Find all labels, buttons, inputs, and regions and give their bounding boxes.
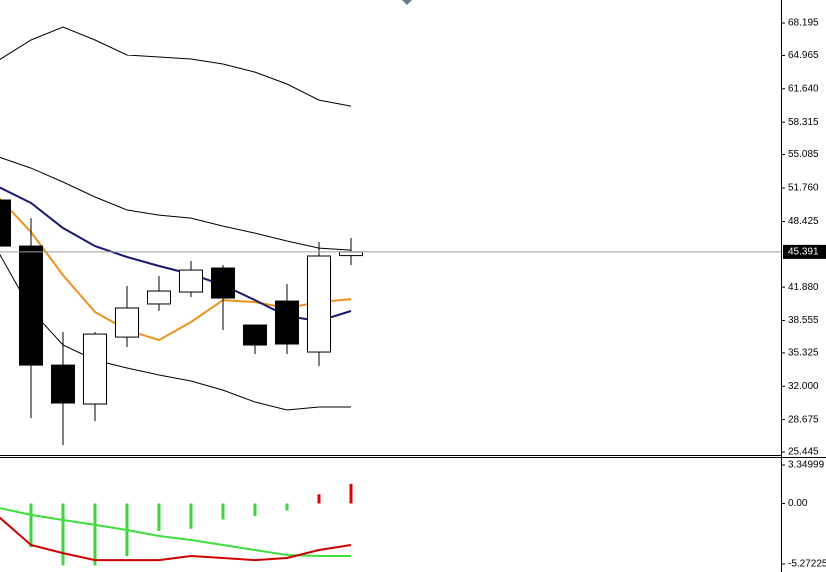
candle-body	[179, 269, 203, 293]
price-label-box	[783, 244, 826, 259]
candle-body	[0, 199, 11, 247]
y-tick-label: 48.425	[788, 216, 819, 227]
candle-body	[115, 307, 139, 338]
candle-body	[275, 300, 299, 345]
candle-body	[83, 333, 107, 405]
y-tick-label: 61.640	[788, 83, 819, 94]
histogram-bar	[285, 503, 289, 511]
y-tick-label: 58.315	[788, 117, 819, 128]
histogram-bar	[61, 503, 65, 566]
histogram-bar	[221, 503, 225, 520]
y-tick-label: 41.880	[788, 282, 819, 293]
indicator-line	[0, 156, 352, 251]
indicator-line	[0, 253, 351, 411]
candle-body	[307, 255, 331, 353]
shift-marker	[402, 0, 412, 5]
indicator-line	[0, 507, 351, 557]
y-tick-label: 55.085	[788, 149, 819, 160]
y-tick-label: 68.195	[788, 18, 819, 29]
histogram-bar	[29, 503, 33, 548]
histogram-bar	[157, 503, 161, 532]
histogram-bar	[253, 503, 257, 517]
y-tick-label: 25.445	[788, 447, 819, 458]
y-tick-label: 3.34999	[788, 460, 825, 471]
candle-body	[243, 324, 267, 346]
y-tick-label: 0.00	[788, 498, 808, 509]
plot-area	[0, 26, 781, 566]
y-tick-label: 51.760	[788, 183, 819, 194]
y-tick-label: -5.27225	[788, 559, 826, 570]
candle-body	[339, 251, 363, 257]
candle-body	[51, 364, 75, 404]
candle-body	[19, 245, 43, 366]
indicator-line	[0, 26, 352, 107]
candle-body	[147, 290, 171, 305]
price-label: 45.391	[788, 247, 819, 258]
y-tick-label: 32.000	[788, 381, 819, 392]
y-tick-label: 38.555	[788, 315, 819, 326]
y-tick-label: 35.325	[788, 348, 819, 359]
axis: 68.195 64.965 61.640 58.315 55.085 51.760 48.4…	[781, 18, 826, 570]
histogram-bar	[93, 503, 97, 566]
y-tick-label: 64.965	[788, 50, 819, 61]
histogram-bar	[189, 503, 193, 529]
histogram-bar	[317, 494, 321, 504]
indicator-line	[0, 516, 352, 562]
histogram-bar	[349, 483, 353, 504]
candle-body	[211, 267, 235, 299]
y-tick-label: 28.675	[788, 414, 819, 425]
